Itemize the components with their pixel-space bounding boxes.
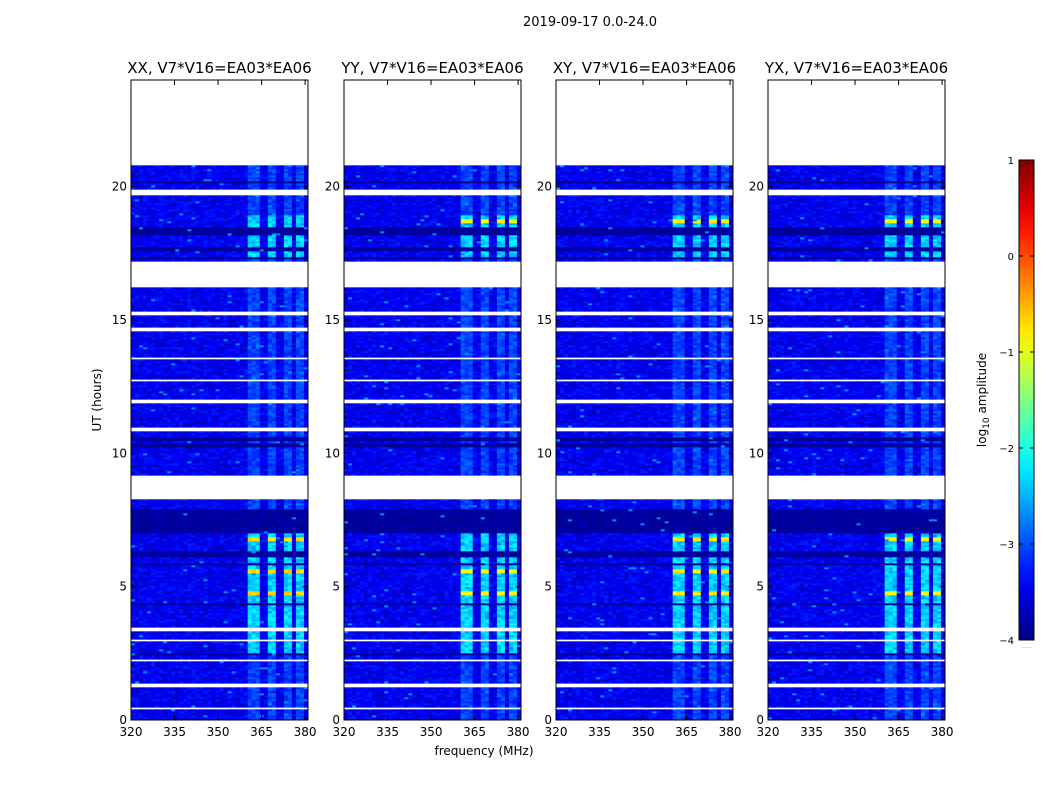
panel-yy: YY, V7*V16=EA03*EA06 320 335 350 365 380 0 5 10 1… [325, 59, 530, 739]
x-tick-label: 350 [207, 725, 230, 739]
colorbar-tick-label: 1 [1008, 156, 1014, 167]
colorbar-tick-label: −3 [999, 540, 1014, 551]
y-tick-label: 5 [332, 580, 340, 594]
x-tick-label: 320 [545, 725, 568, 739]
colorbar-tick-label: 0 [1008, 252, 1014, 263]
y-tick-label: 10 [749, 446, 764, 460]
x-tick-label: 380 [931, 725, 954, 739]
panel-xx-image [131, 80, 308, 720]
y-tick-label: 5 [544, 580, 552, 594]
y-tick-label: 20 [537, 180, 552, 194]
colorbar-gradient [1018, 159, 1035, 641]
y-tick-label: 20 [325, 180, 340, 194]
y-tick-label: 0 [119, 713, 127, 727]
x-tick-label: 320 [120, 725, 143, 739]
y-tick-label: 5 [119, 580, 127, 594]
x-tick-label: 335 [800, 725, 823, 739]
panel-xx-frame [130, 79, 309, 721]
y-tick-label: 10 [325, 446, 340, 460]
y-tick-label: 0 [756, 713, 764, 727]
x-tick-label: 365 [463, 725, 486, 739]
panel-xy-image [556, 80, 733, 720]
x-tick-label: 335 [376, 725, 399, 739]
y-tick-label: 20 [749, 180, 764, 194]
waterfall-panels: XX, V7*V16=EA03*EA06 320 335 350 365 380 0 5 10 1… [112, 59, 954, 739]
y-tick-label: 15 [112, 313, 127, 327]
panel-yy-image [344, 80, 521, 720]
panel-yx-image [768, 80, 945, 720]
x-tick-label: 335 [163, 725, 186, 739]
colorbar-tick-label: −2 [999, 444, 1014, 455]
x-tick-label: 350 [420, 725, 443, 739]
x-tick-label: 365 [675, 725, 698, 739]
panel-yx: YX, V7*V16=EA03*EA06 320 335 350 365 380 0 5 10 1… [749, 59, 954, 739]
y-tick-label: 20 [112, 180, 127, 194]
figure-suptitle: 2019-09-17 0.0-24.0 [523, 15, 657, 30]
x-tick-label: 350 [632, 725, 655, 739]
panel-xy-frame [555, 79, 734, 721]
colorbar: −4 −3 −2 −1 0 1 [999, 156, 1035, 647]
y-tick-label: 0 [544, 713, 552, 727]
x-tick-label: 350 [844, 725, 867, 739]
y-tick-label: 15 [325, 313, 340, 327]
panel-xy: XY, V7*V16=EA03*EA06 320 335 350 365 380 0 5 10 1… [537, 59, 742, 739]
y-tick-label: 10 [112, 446, 127, 460]
x-tick-label: 380 [294, 725, 317, 739]
panel-xy-title: XY, V7*V16=EA03*EA06 [553, 59, 736, 77]
panel-xx: XX, V7*V16=EA03*EA06 320 335 350 365 380 0 5 10 1… [112, 59, 317, 739]
x-tick-label: 335 [588, 725, 611, 739]
x-tick-label: 320 [757, 725, 780, 739]
panel-yx-title: YX, V7*V16=EA03*EA06 [764, 59, 948, 77]
y-tick-label: 15 [537, 313, 552, 327]
colorbar-label: log10 amplitude [975, 353, 992, 447]
y-tick-label: 10 [537, 446, 552, 460]
panel-yy-title: YY, V7*V16=EA03*EA06 [340, 59, 523, 77]
y-tick-label: 0 [332, 713, 340, 727]
colorbar-underflow-marker: ...... [1020, 643, 1032, 650]
y-axis-label: UT (hours) [90, 368, 104, 431]
x-tick-label: 380 [507, 725, 530, 739]
colorbar-tick-label: −4 [999, 636, 1014, 647]
panel-yx-frame [767, 79, 946, 721]
x-axis-label: frequency (MHz) [434, 744, 533, 758]
y-tick-label: 15 [749, 313, 764, 327]
y-tick-label: 5 [756, 580, 764, 594]
colorbar-tick-label: −1 [999, 348, 1014, 359]
panel-xx-title: XX, V7*V16=EA03*EA06 [127, 59, 311, 77]
x-tick-label: 365 [887, 725, 910, 739]
x-tick-label: 380 [719, 725, 742, 739]
x-tick-label: 365 [250, 725, 273, 739]
panel-yy-frame [343, 79, 522, 721]
x-tick-label: 320 [333, 725, 356, 739]
